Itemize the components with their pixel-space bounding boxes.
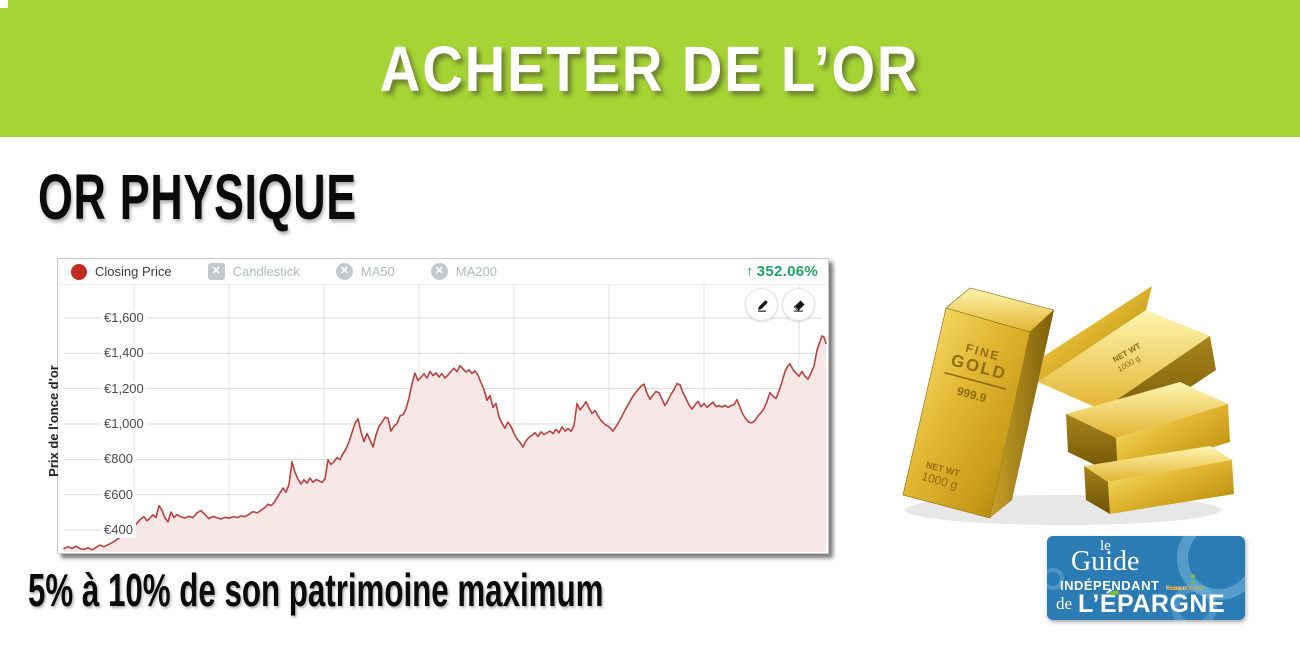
legend-label: MA50 xyxy=(360,264,395,279)
logo-site-france: France xyxy=(1166,585,1187,592)
y-tick-800: €800 xyxy=(101,451,136,467)
gold-bar-large-front: FINE GOLD 999.9 NET WT 1000 g xyxy=(902,287,1055,519)
legend-item-closing-price[interactable]: Closing Price xyxy=(71,263,172,280)
total-change-badge: ↑ 352.06% xyxy=(746,263,818,280)
legend-label: Closing Price xyxy=(95,264,172,279)
logo-word-guide: Guide xyxy=(1071,546,1140,577)
header-banner: ACHETER DE L’OR xyxy=(0,0,1300,137)
pencil-icon xyxy=(757,300,767,312)
closing-price-line xyxy=(63,335,827,551)
banner-title: ACHETER DE L’OR xyxy=(380,32,920,105)
legend-item-ma50[interactable]: ✕ MA50 xyxy=(335,263,395,280)
candlestick-toggle-icon: ✕ xyxy=(207,263,225,280)
logo-word-epargne: L’ÉPARGNE xyxy=(1078,590,1226,618)
y-tick-1000: €1,000 xyxy=(101,416,147,432)
page-title: OR PHYSIQUE xyxy=(38,161,357,233)
gold-price-chart-panel: Closing Price ✕ Candlestick ✕ MA50 ✕ MA2… xyxy=(46,258,829,554)
logo-site-com: .com xyxy=(1166,585,1181,592)
logo-ring-decoration xyxy=(1171,584,1217,620)
banner-corner-notch xyxy=(0,0,8,8)
allocation-note: 5% à 10% de son patrimoine maximum xyxy=(28,564,604,616)
draw-tool-button[interactable] xyxy=(745,288,778,321)
up-arrow-icon: ↑ xyxy=(745,263,754,280)
ma50-toggle-icon: ✕ xyxy=(335,263,353,280)
eraser-icon xyxy=(793,300,804,312)
y-tick-400: €400 xyxy=(101,522,136,538)
legend-item-candlestick[interactable]: ✕ Candlestick xyxy=(207,263,300,280)
guide-epargne-logo: le Guide INDÉPENDANT France Transactions.… xyxy=(1047,536,1245,620)
y-tick-1600: €1,600 xyxy=(101,310,147,326)
price-area-fill xyxy=(64,336,826,552)
total-change-value: 352.06% xyxy=(756,263,818,280)
chart-plot-area xyxy=(58,283,828,552)
y-axis-title: Prix de l'once d'or xyxy=(46,365,61,477)
gold-bars-image: NET WT 1000 g FINE GOLD 999.9 NET WT 100… xyxy=(902,286,1234,525)
logo-word-le: le xyxy=(1100,538,1111,554)
logo-word-de: de xyxy=(1056,594,1073,613)
closing-price-dot-icon xyxy=(71,263,87,280)
legend-item-ma200[interactable]: ✕ MA200 xyxy=(430,263,497,280)
legend-label: Candlestick xyxy=(232,264,300,279)
logo-person-icon xyxy=(1189,574,1197,583)
y-tick-600: €600 xyxy=(101,487,136,503)
logo-site-transactions: Transactions xyxy=(1166,585,1203,592)
erase-tool-button[interactable] xyxy=(782,288,815,321)
logo-ring-decoration xyxy=(1047,568,1064,590)
chart-toolbar xyxy=(745,288,815,321)
ma200-toggle-icon: ✕ xyxy=(430,263,448,280)
gold-bar-bottom-stacked xyxy=(1084,446,1234,514)
legend-label: MA200 xyxy=(455,264,497,279)
y-tick-1400: €1,400 xyxy=(101,345,147,361)
y-tick-1200: €1,200 xyxy=(101,381,147,397)
chart-legend: Closing Price ✕ Candlestick ✕ MA50 ✕ MA2… xyxy=(58,259,828,284)
logo-word-independant: INDÉPENDANT xyxy=(1060,578,1160,593)
